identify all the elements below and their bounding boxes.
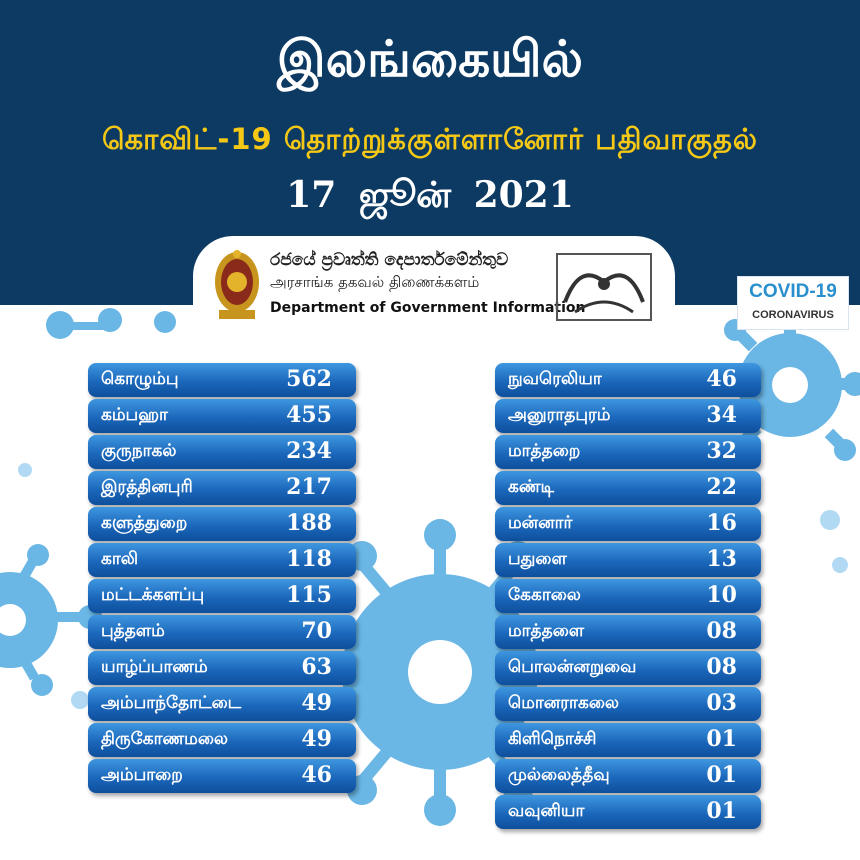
case-count: 562	[286, 366, 332, 392]
page-title: இலங்கையில்	[276, 30, 584, 88]
case-count: 10	[706, 582, 737, 608]
district-name: கேகாலை	[508, 585, 581, 605]
district-row: கிளிநொச்சி 01	[495, 723, 761, 757]
district-row: களுத்துறை 188	[88, 507, 356, 541]
case-count: 70	[301, 618, 332, 644]
district-row: அம்பாந்தோட்டை 49	[88, 687, 356, 721]
case-count: 455	[286, 402, 332, 428]
district-name: அனுராதபுரம்	[508, 405, 611, 425]
district-name: பொலன்னறுவை	[508, 657, 637, 677]
district-row: பதுளை 13	[495, 543, 761, 577]
case-count: 63	[301, 654, 332, 680]
department-insignia-icon	[556, 253, 652, 321]
district-name: முல்லைத்தீவு	[508, 765, 610, 785]
district-name: இரத்தினபுரி	[101, 477, 193, 497]
district-name: குருநாகல்	[101, 441, 177, 461]
case-count: 16	[706, 510, 737, 536]
district-name: கொழும்பு	[101, 369, 179, 389]
case-count: 234	[286, 438, 332, 464]
covid-badge-subtitle: CORONAVIRUS	[752, 309, 834, 321]
district-row: மாத்தளை 08	[495, 615, 761, 649]
case-count: 32	[706, 438, 737, 464]
district-row: யாழ்ப்பாணம் 63	[88, 651, 356, 685]
case-count: 08	[706, 654, 737, 680]
district-row: புத்தளம் 70	[88, 615, 356, 649]
district-row: அனுராதபுரம் 34	[495, 399, 761, 433]
district-row: இரத்தினபுரி 217	[88, 471, 356, 505]
case-count: 34	[706, 402, 737, 428]
district-row: மாத்தறை 32	[495, 435, 761, 469]
district-row: கொழும்பு 562	[88, 363, 356, 397]
district-row: நுவரெலியா 46	[495, 363, 761, 397]
department-name-sinhala: රජයේ ප්‍රවෘත්ති දෙපාර්තමේන්තුව	[270, 250, 509, 270]
case-count: 217	[286, 474, 332, 500]
district-row: மொனராகலை 03	[495, 687, 761, 721]
district-row: கண்டி 22	[495, 471, 761, 505]
case-count: 03	[706, 690, 737, 716]
sri-lanka-emblem-icon	[215, 250, 259, 319]
district-name: அம்பாறை	[101, 765, 183, 785]
district-name: பதுளை	[508, 549, 567, 569]
district-row: திருகோணமலை 49	[88, 723, 356, 757]
case-count: 118	[286, 546, 332, 572]
department-name-english: Department of Government Information	[270, 300, 586, 316]
case-count: 01	[706, 726, 737, 752]
case-count: 46	[706, 366, 737, 392]
district-name: மன்னார்	[508, 513, 573, 533]
district-row: வவுனியா 01	[495, 795, 761, 829]
covid-badge: COVID-19 CORONAVIRUS	[737, 276, 849, 330]
case-count: 49	[301, 690, 332, 716]
district-row: காலி 118	[88, 543, 356, 577]
report-date: 17 ஜூன் 2021	[286, 174, 574, 216]
case-count: 01	[706, 762, 737, 788]
district-name: கம்பஹா	[101, 405, 168, 425]
district-name: வவுனியா	[508, 801, 585, 821]
district-name: கிளிநொச்சி	[508, 729, 597, 749]
district-name: காலி	[101, 549, 139, 569]
case-count: 46	[301, 762, 332, 788]
case-count: 188	[286, 510, 332, 536]
district-name: புத்தளம்	[101, 621, 165, 641]
district-name: களுத்துறை	[101, 513, 188, 533]
case-count: 22	[706, 474, 737, 500]
case-count: 115	[286, 582, 332, 608]
district-row: குருநாகல் 234	[88, 435, 356, 469]
district-name: மாத்தறை	[508, 441, 581, 461]
district-name: மொனராகலை	[508, 693, 620, 713]
district-row: மட்டக்களப்பு 115	[88, 579, 356, 613]
district-name: அம்பாந்தோட்டை	[101, 693, 242, 713]
department-banner: රජයේ ප්‍රවෘත්ති දෙපාර්තමේන්තුව அரசாங்க த…	[193, 236, 675, 332]
district-name: யாழ்ப்பாணம்	[101, 657, 208, 677]
district-list-right: நுவரெலியா 46 அனுராதபுரம் 34 மாத்தறை 32 கண்ட…	[495, 363, 761, 831]
department-name-tamil: அரசாங்க தகவல் திணைக்களம்	[270, 273, 480, 291]
district-name: திருகோணமலை	[101, 729, 229, 749]
case-count: 08	[706, 618, 737, 644]
district-row: கம்பஹா 455	[88, 399, 356, 433]
case-count: 49	[301, 726, 332, 752]
district-name: மாத்தளை	[508, 621, 585, 641]
district-row: மன்னார் 16	[495, 507, 761, 541]
case-count: 01	[706, 798, 737, 824]
district-list-left: கொழும்பு 562 கம்பஹா 455 குருநாகல் 234 இரத்த…	[88, 363, 356, 795]
district-name: கண்டி	[508, 477, 555, 497]
district-row: அம்பாறை 46	[88, 759, 356, 793]
district-row: பொலன்னறுவை 08	[495, 651, 761, 685]
district-row: கேகாலை 10	[495, 579, 761, 613]
district-name: நுவரெலியா	[508, 369, 602, 389]
page-subtitle: கொவிட்-19 தொற்றுக்குள்ளானோர் பதிவாகுதல்	[102, 122, 758, 156]
district-name: மட்டக்களப்பு	[101, 585, 205, 605]
district-row: முல்லைத்தீவு 01	[495, 759, 761, 793]
case-count: 13	[706, 546, 737, 572]
covid-badge-title: COVID-19	[749, 281, 837, 302]
